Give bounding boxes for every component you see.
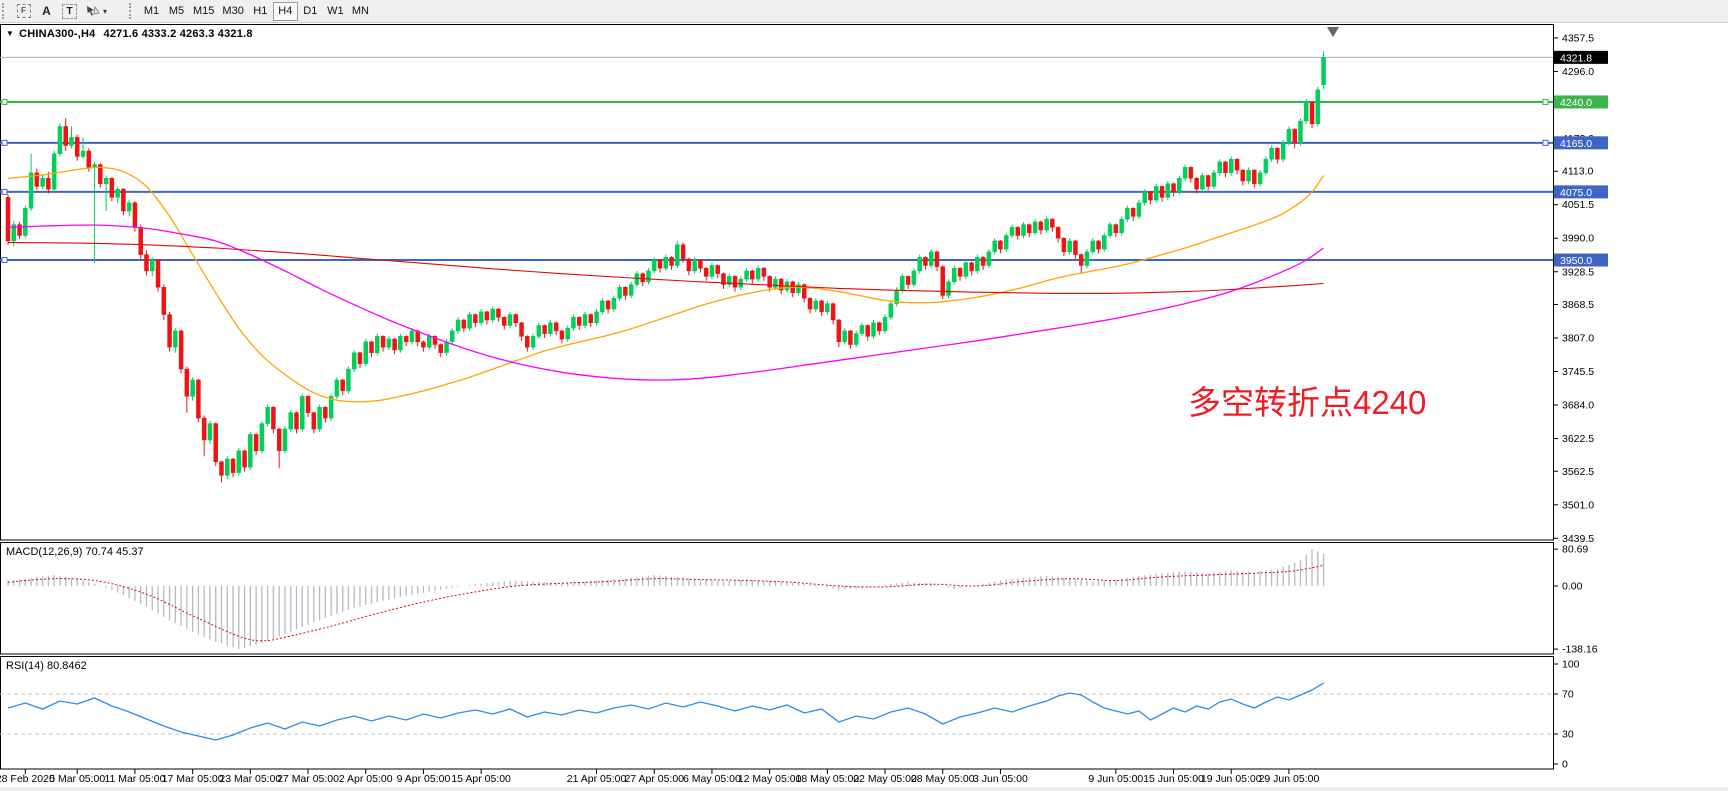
timeframe-m30[interactable]: M30 bbox=[218, 2, 247, 21]
svg-text:3562.5: 3562.5 bbox=[1562, 466, 1594, 478]
panel-frames bbox=[0, 24, 1554, 770]
price-label-4240.0: 4240.0 bbox=[1554, 95, 1608, 109]
price-label-4075.0: 4075.0 bbox=[1554, 185, 1608, 199]
chart-canvas[interactable]: 4357.54296.04234.54173.04113.04051.53990… bbox=[0, 23, 1728, 791]
shapes-button[interactable]: ▾ bbox=[82, 2, 110, 21]
svg-text:15 Jun 05:00: 15 Jun 05:00 bbox=[1143, 773, 1204, 785]
svg-text:3745.5: 3745.5 bbox=[1562, 366, 1594, 378]
toolbar: F A T ▾ M1 M5 M15 M30 H1 H4 D1 W1 MN bbox=[0, 0, 1728, 23]
timeframe-m5[interactable]: M5 bbox=[164, 2, 189, 21]
price-label-3950.0: 3950.0 bbox=[1554, 253, 1608, 267]
toolbar-grip[interactable] bbox=[2, 3, 9, 19]
text-label-icon: A bbox=[42, 4, 51, 18]
timeframe-mn[interactable]: MN bbox=[348, 2, 373, 21]
svg-text:0: 0 bbox=[1562, 759, 1568, 771]
svg-text:3990.0: 3990.0 bbox=[1562, 233, 1594, 245]
svg-text:19 Jun 05:00: 19 Jun 05:00 bbox=[1201, 773, 1262, 785]
current-price-label: 4321.8 bbox=[1554, 50, 1608, 64]
svg-text:17 Mar 05:00: 17 Mar 05:00 bbox=[162, 773, 224, 785]
rsi-panel bbox=[0, 682, 1553, 741]
svg-text:28 May 05:00: 28 May 05:00 bbox=[911, 773, 975, 785]
horizontal-line-4240.0[interactable] bbox=[0, 98, 1553, 105]
svg-text:4075.0: 4075.0 bbox=[1560, 187, 1592, 199]
svg-text:27 Mar 05:00: 27 Mar 05:00 bbox=[277, 773, 339, 785]
shapes-caret-icon: ▾ bbox=[103, 6, 108, 16]
macd-panel bbox=[7, 549, 1325, 650]
svg-text:4051.5: 4051.5 bbox=[1562, 199, 1594, 211]
svg-text:29 Jun 05:00: 29 Jun 05:00 bbox=[1259, 773, 1320, 785]
chart-shift-marker[interactable] bbox=[1327, 27, 1339, 37]
svg-text:23 Mar 05:00: 23 Mar 05:00 bbox=[219, 773, 281, 785]
frame-tool-button[interactable]: F bbox=[13, 2, 34, 21]
moving-averages bbox=[7, 166, 1325, 403]
svg-text:15 Apr 05:00: 15 Apr 05:00 bbox=[451, 773, 511, 785]
svg-text:3868.5: 3868.5 bbox=[1562, 299, 1594, 311]
macd-label: MACD(12,26,9) 70.74 45.37 bbox=[6, 546, 144, 558]
svg-text:70: 70 bbox=[1562, 689, 1574, 701]
frame-tool-icon: F bbox=[16, 4, 31, 18]
svg-text:0.00: 0.00 bbox=[1562, 581, 1583, 593]
timeframe-m15[interactable]: M15 bbox=[189, 2, 218, 21]
svg-text:4113.0: 4113.0 bbox=[1562, 166, 1593, 178]
ma-red bbox=[7, 242, 1324, 295]
svg-text:100: 100 bbox=[1562, 659, 1580, 671]
svg-text:12 May 05:00: 12 May 05:00 bbox=[738, 773, 802, 785]
text-label-button[interactable]: A bbox=[36, 2, 57, 21]
ma-orange bbox=[7, 166, 1325, 403]
chart-annotation-text[interactable]: 多空转折点4240 bbox=[1188, 384, 1427, 421]
svg-text:4296.0: 4296.0 bbox=[1562, 66, 1594, 78]
svg-text:27 Apr 05:00: 27 Apr 05:00 bbox=[624, 773, 684, 785]
svg-text:2 Apr 05:00: 2 Apr 05:00 bbox=[339, 773, 393, 785]
horizontal-line-4075.0[interactable] bbox=[0, 188, 1553, 195]
text-box-icon: T bbox=[62, 3, 77, 19]
timeframe-toolbar-grip[interactable] bbox=[129, 3, 136, 19]
ohlc-values: 4271.6 4333.2 4263.3 4321.8 bbox=[103, 28, 253, 40]
rsi-label: RSI(14) 80.8462 bbox=[6, 660, 87, 672]
symbol-period-label: CHINA300-,H4 bbox=[19, 28, 96, 40]
svg-text:3622.5: 3622.5 bbox=[1562, 433, 1594, 445]
svg-text:3501.0: 3501.0 bbox=[1562, 499, 1594, 511]
window-bottom-strip bbox=[0, 787, 1728, 791]
svg-text:21 Apr 05:00: 21 Apr 05:00 bbox=[567, 773, 627, 785]
svg-text:9 Jun 05:00: 9 Jun 05:00 bbox=[1088, 773, 1143, 785]
svg-text:4165.0: 4165.0 bbox=[1560, 138, 1592, 150]
svg-text:3439.5: 3439.5 bbox=[1562, 533, 1594, 545]
timeframe-d1[interactable]: D1 bbox=[298, 2, 323, 21]
svg-text:30: 30 bbox=[1562, 729, 1574, 741]
text-box-button[interactable]: T bbox=[59, 2, 80, 21]
ma-magenta bbox=[7, 224, 1324, 381]
candles-layer bbox=[5, 51, 1326, 483]
svg-text:-138.16: -138.16 bbox=[1562, 644, 1598, 656]
svg-text:28 Feb 2020: 28 Feb 2020 bbox=[0, 773, 55, 785]
timeframe-h1[interactable]: H1 bbox=[248, 2, 273, 21]
svg-text:18 May 05:00: 18 May 05:00 bbox=[796, 773, 860, 785]
shapes-icon bbox=[87, 5, 100, 16]
svg-text:22 May 05:00: 22 May 05:00 bbox=[853, 773, 917, 785]
rsi-axis: 100 70 30 0 bbox=[1553, 659, 1580, 771]
timeframe-m1[interactable]: M1 bbox=[139, 2, 164, 21]
svg-text:3684.0: 3684.0 bbox=[1562, 400, 1594, 412]
svg-text:11 Mar 05:00: 11 Mar 05:00 bbox=[104, 773, 165, 785]
svg-text:9 Apr 05:00: 9 Apr 05:00 bbox=[397, 773, 451, 785]
price-label-4165.0: 4165.0 bbox=[1554, 136, 1608, 150]
chart-title: ▼ CHINA300-,H4 4271.6 4333.2 4263.3 4321.8 bbox=[6, 28, 253, 40]
svg-text:4240.0: 4240.0 bbox=[1560, 97, 1592, 109]
symbol-dropdown-icon[interactable]: ▼ bbox=[6, 29, 15, 38]
macd-axis: 80.69 0.00 -138.16 bbox=[1553, 544, 1598, 656]
svg-text:80.69: 80.69 bbox=[1562, 544, 1588, 556]
svg-text:3 Jun 05:00: 3 Jun 05:00 bbox=[973, 773, 1028, 785]
svg-text:4321.8: 4321.8 bbox=[1560, 52, 1592, 64]
timeframe-w1[interactable]: W1 bbox=[323, 2, 348, 21]
svg-text:3950.0: 3950.0 bbox=[1560, 255, 1592, 267]
svg-text:5 Mar 05:00: 5 Mar 05:00 bbox=[49, 773, 105, 785]
svg-text:4357.5: 4357.5 bbox=[1562, 32, 1594, 44]
svg-text:3928.5: 3928.5 bbox=[1562, 266, 1594, 278]
horizontal-line-3950.0[interactable] bbox=[0, 257, 1553, 264]
svg-text:3807.0: 3807.0 bbox=[1562, 332, 1594, 344]
timeframe-h4[interactable]: H4 bbox=[272, 1, 298, 21]
svg-text:6 May 05:00: 6 May 05:00 bbox=[683, 773, 741, 785]
chart-background bbox=[0, 23, 1728, 791]
